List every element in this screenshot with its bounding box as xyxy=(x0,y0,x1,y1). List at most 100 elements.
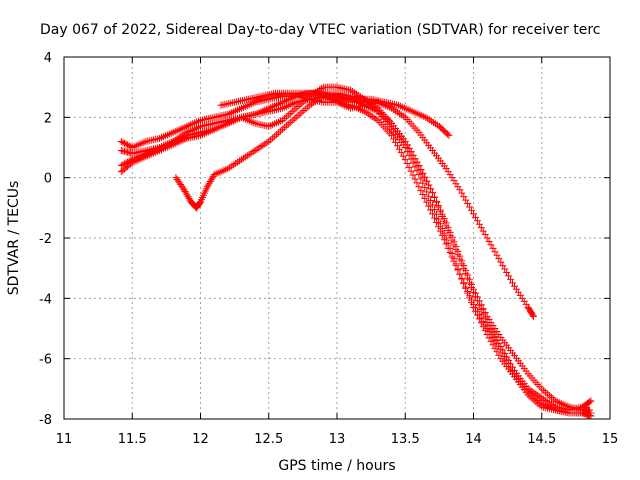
data-point xyxy=(432,210,440,218)
y-axis: -8 -6 -4 -2 0 2 4 xyxy=(39,51,610,428)
x-axis-label: GPS time / hours xyxy=(278,458,395,474)
data-point xyxy=(125,142,133,150)
y-tick-label: -2 xyxy=(39,232,52,247)
data-point xyxy=(587,397,595,405)
data-point xyxy=(460,262,468,270)
data-point xyxy=(456,252,464,260)
data-point xyxy=(117,162,125,170)
x-tick-label: 13 xyxy=(329,432,346,447)
x-tick-label: 12 xyxy=(192,432,209,447)
data-point xyxy=(434,215,442,223)
data-point xyxy=(421,194,429,202)
data-point xyxy=(413,167,421,175)
data-point xyxy=(442,219,450,227)
data-point xyxy=(438,210,446,218)
y-tick-label: 0 xyxy=(44,172,52,187)
data-point xyxy=(196,199,204,207)
data-point xyxy=(120,139,128,147)
data-point xyxy=(477,319,485,327)
data-point xyxy=(446,228,454,236)
data-point xyxy=(117,137,125,145)
data-point xyxy=(417,175,425,183)
data-point xyxy=(479,305,487,313)
x-tick-label: 13.5 xyxy=(391,432,420,447)
data-point xyxy=(456,270,464,278)
data-point xyxy=(411,163,419,171)
data-point xyxy=(445,131,453,139)
data-point xyxy=(475,315,483,323)
data-point xyxy=(466,294,474,302)
data-point xyxy=(419,190,427,198)
plot-area xyxy=(117,83,595,420)
y-tick-label: 4 xyxy=(44,51,52,66)
data-point xyxy=(444,130,452,138)
data-point xyxy=(473,311,481,319)
data-point xyxy=(458,257,466,265)
data-point xyxy=(413,179,421,187)
x-tick-label: 11.5 xyxy=(118,432,147,447)
data-point xyxy=(407,167,415,175)
data-point xyxy=(421,173,429,181)
data-point xyxy=(417,187,425,195)
x-tick-label: 12.5 xyxy=(254,432,283,447)
data-point xyxy=(466,276,474,284)
data-point xyxy=(464,271,472,279)
data-point xyxy=(468,299,476,307)
data-point xyxy=(458,275,466,283)
data-point xyxy=(415,183,423,191)
data-point xyxy=(587,412,595,420)
chart-title: Day 067 of 2022, Sidereal Day-to-day VTE… xyxy=(40,22,600,38)
y-tick-label: -4 xyxy=(39,292,52,307)
data-point xyxy=(425,192,433,200)
data-point xyxy=(421,184,429,192)
data-point xyxy=(450,255,458,263)
data-point xyxy=(415,162,423,170)
data-point xyxy=(471,289,479,297)
data-point xyxy=(481,309,489,317)
data-point xyxy=(477,301,485,309)
data-point xyxy=(409,159,417,167)
x-tick-label: 15 xyxy=(602,432,619,447)
data-point xyxy=(464,289,472,297)
data-point xyxy=(124,141,132,149)
data-point xyxy=(452,260,460,268)
data-point xyxy=(444,239,452,247)
data-point xyxy=(454,265,462,273)
data-point xyxy=(462,266,470,274)
data-point xyxy=(423,188,431,196)
data-point xyxy=(471,307,479,315)
data-point xyxy=(454,247,462,255)
series-track-6 xyxy=(217,89,453,139)
data-point xyxy=(405,163,413,171)
data-point xyxy=(431,206,438,214)
x-axis: 11 11.5 12 12.5 13 13.5 14 14.5 15 xyxy=(56,57,619,447)
data-point xyxy=(460,280,468,288)
data-point xyxy=(448,233,456,241)
data-point xyxy=(473,293,481,301)
data-point xyxy=(415,171,423,179)
data-point xyxy=(586,398,594,406)
data-point xyxy=(411,175,419,183)
data-point xyxy=(479,323,487,331)
data-point xyxy=(403,159,411,167)
data-point xyxy=(127,160,135,168)
data-point xyxy=(429,201,437,209)
y-axis-label: SDTVAR / TECUs xyxy=(6,181,22,296)
data-point xyxy=(425,202,433,210)
data-point xyxy=(409,171,417,179)
data-point xyxy=(470,303,477,311)
data-point xyxy=(586,406,594,414)
data-point xyxy=(417,165,425,173)
data-point xyxy=(434,202,442,210)
series-track-1 xyxy=(117,92,595,417)
data-point xyxy=(452,243,460,251)
data-point xyxy=(425,181,433,189)
data-point xyxy=(423,177,431,185)
x-tick-label: 14 xyxy=(465,432,482,447)
data-point xyxy=(444,224,452,232)
data-point xyxy=(429,189,437,197)
data-point xyxy=(119,138,127,146)
data-point xyxy=(427,185,435,193)
data-point xyxy=(436,220,444,228)
